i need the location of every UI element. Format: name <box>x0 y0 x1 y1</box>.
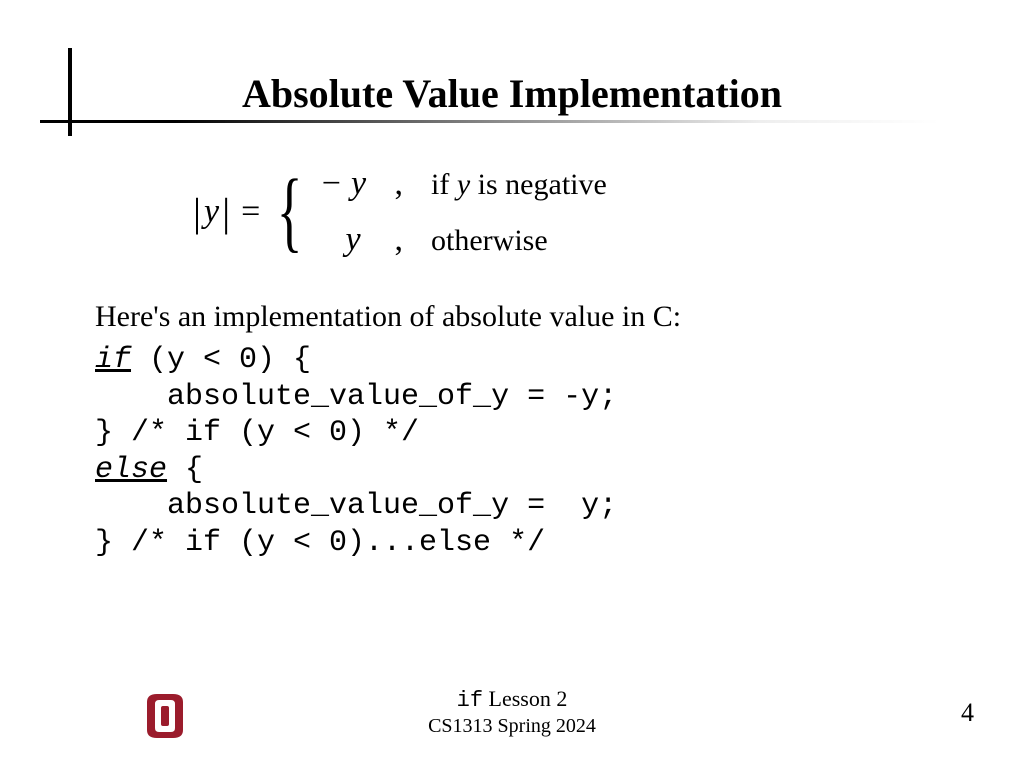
intro-text: Here's an implementation of absolute val… <box>95 300 681 334</box>
keyword-else: else <box>95 453 167 487</box>
formula-var: y <box>204 193 219 231</box>
code-line6: } /* if (y < 0)...else */ <box>95 526 545 560</box>
case2-cond: otherwise <box>431 224 548 258</box>
absolute-value-formula: |y| = { − y, if y is negative y, otherwi… <box>190 165 607 259</box>
ou-logo <box>143 692 187 740</box>
case-negative: − y, if y is negative <box>320 165 607 203</box>
slide-title: Absolute Value Implementation <box>0 70 1024 117</box>
formula-lhs: |y| = <box>190 189 268 236</box>
code-line4: { <box>167 453 203 487</box>
case1-cond: if y is negative <box>431 168 607 202</box>
case1-expr: − y <box>320 165 395 203</box>
code-line5: absolute_value_of_y = y; <box>95 489 617 523</box>
formula-cases: − y, if y is negative y, otherwise <box>320 165 607 259</box>
code-line1: (y < 0) { <box>131 343 311 377</box>
title-horizontal-rule <box>40 120 940 123</box>
c-code-block: if (y < 0) { absolute_value_of_y = -y; }… <box>95 342 617 562</box>
case2-expr: y <box>320 221 395 259</box>
page-number: 4 <box>961 698 974 728</box>
code-line2: absolute_value_of_y = -y; <box>95 380 617 414</box>
keyword-if: if <box>95 343 131 377</box>
code-line3: } /* if (y < 0) */ <box>95 416 419 450</box>
case-otherwise: y, otherwise <box>320 221 607 259</box>
